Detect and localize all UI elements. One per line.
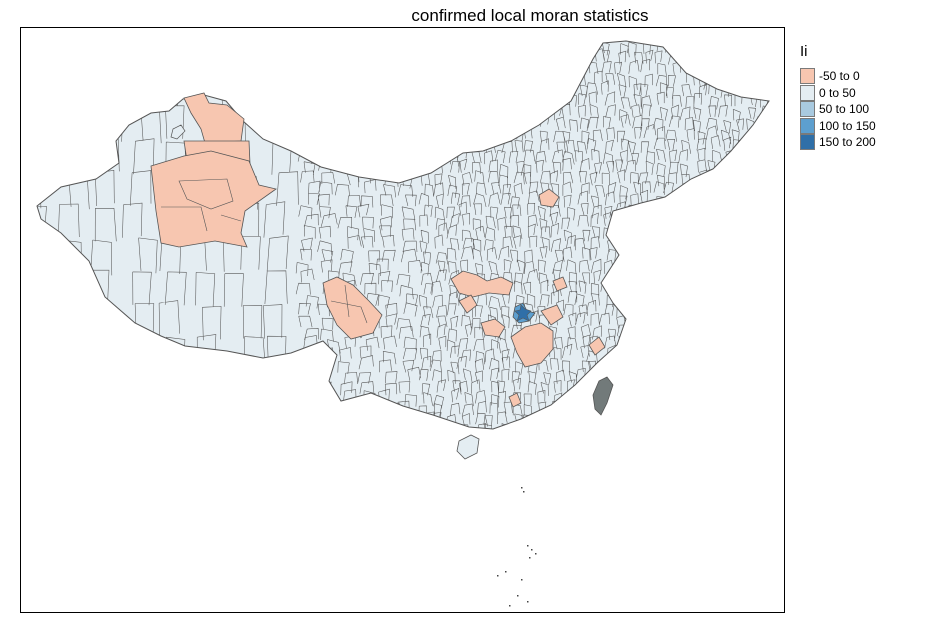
islet-0 — [521, 487, 523, 489]
region-shaanxi-henan — [450, 270, 514, 298]
region-anhui — [540, 304, 564, 326]
islet-6 — [497, 575, 499, 577]
region-xinjiang-enclave — [170, 124, 186, 140]
legend-label-0: -50 to 0 — [819, 69, 860, 84]
islet-9 — [509, 605, 511, 607]
region-chongqing — [458, 294, 478, 314]
legend-label-1: 0 to 50 — [819, 85, 856, 100]
region-hubei-west — [480, 318, 506, 338]
sichuan-internal-boundaries — [330, 284, 368, 324]
islet-4 — [529, 557, 531, 559]
china-mainland-outline — [36, 40, 770, 430]
region-guangdong — [508, 392, 522, 408]
islet-1 — [523, 491, 525, 493]
region-north-cluster — [538, 188, 560, 208]
region-west-sichuan — [322, 276, 383, 340]
region-fujian — [588, 336, 606, 356]
legend-item-2: 50 to 100 — [800, 101, 876, 118]
region-south-xinjiang — [150, 150, 277, 248]
region-hainan — [456, 434, 480, 460]
legend-item-0: -50 to 0 — [800, 68, 876, 85]
islet-7 — [517, 595, 519, 597]
islet-10 — [535, 553, 537, 555]
legend-swatch-4 — [800, 134, 815, 151]
islet-8 — [527, 601, 529, 603]
legend-label-4: 150 to 200 — [819, 135, 876, 150]
legend-swatch-1 — [800, 84, 815, 101]
region-jiangxi-hunan — [510, 322, 554, 368]
islet-11 — [521, 579, 523, 581]
region-shandong — [552, 276, 568, 292]
legend: Ii -50 to 0 0 to 50 50 to 100 100 to 150… — [800, 43, 876, 151]
map-title: confirmed local moran statistics — [411, 6, 649, 25]
region-taiwan — [592, 376, 614, 416]
legend-swatch-2 — [800, 101, 815, 118]
legend-swatch-0 — [800, 68, 815, 85]
xinjiang-internal-boundaries — [161, 178, 242, 232]
legend-label-2: 50 to 100 — [819, 102, 870, 117]
region-north-xinjiang — [183, 92, 245, 144]
region-wuhan — [514, 304, 532, 322]
islet-2 — [527, 545, 529, 547]
legend-label-3: 100 to 150 — [819, 118, 876, 133]
islet-5 — [505, 571, 507, 573]
cluster-regions — [150, 92, 606, 408]
map-panel — [20, 27, 785, 613]
islet-3 — [531, 549, 533, 551]
legend-title: Ii — [800, 43, 808, 60]
legend-item-4: 150 to 200 — [800, 134, 876, 151]
china-choropleth-map — [36, 40, 770, 607]
island-regions — [170, 124, 614, 607]
legend-item-3: 100 to 150 — [800, 117, 876, 135]
legend-swatch-3 — [800, 117, 815, 134]
legend-item-1: 0 to 50 — [800, 84, 876, 102]
